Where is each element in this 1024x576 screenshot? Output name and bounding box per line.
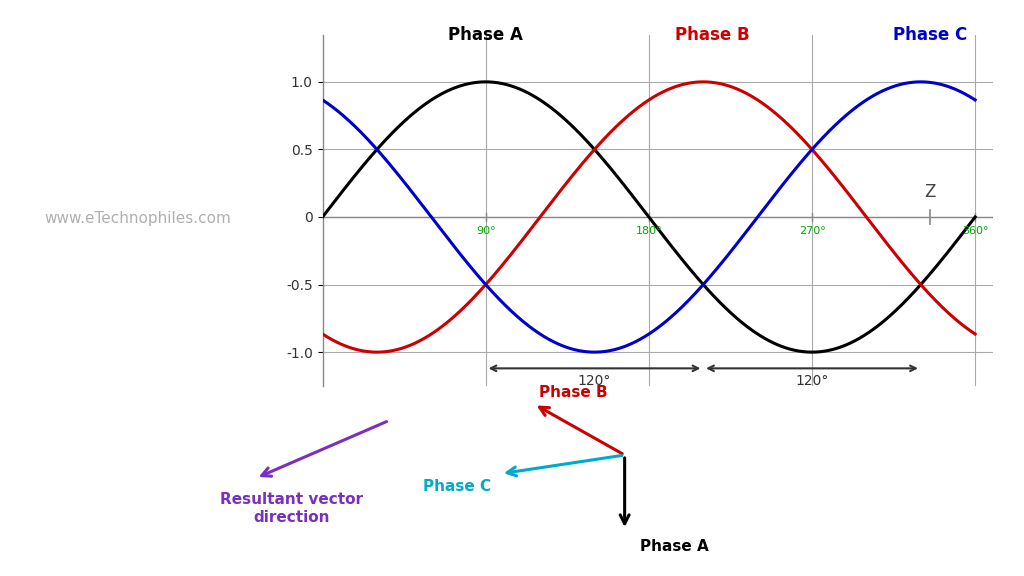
Text: 120°: 120° xyxy=(796,374,828,388)
Text: 180°: 180° xyxy=(636,226,663,237)
Text: 270°: 270° xyxy=(799,226,825,237)
Text: Phase C: Phase C xyxy=(423,479,490,494)
Text: Phase B: Phase B xyxy=(675,26,750,44)
Text: www.eTechnophiles.com: www.eTechnophiles.com xyxy=(45,211,231,226)
Text: 120°: 120° xyxy=(578,374,611,388)
Text: Phase B: Phase B xyxy=(540,385,608,400)
Text: 360°: 360° xyxy=(962,226,988,237)
Text: Phase C: Phase C xyxy=(893,26,967,44)
Text: Z: Z xyxy=(924,183,936,201)
Text: Resultant vector
direction: Resultant vector direction xyxy=(220,492,364,525)
Text: Phase A: Phase A xyxy=(449,26,523,44)
Text: Phase A: Phase A xyxy=(640,539,709,554)
Text: 90°: 90° xyxy=(476,226,496,237)
